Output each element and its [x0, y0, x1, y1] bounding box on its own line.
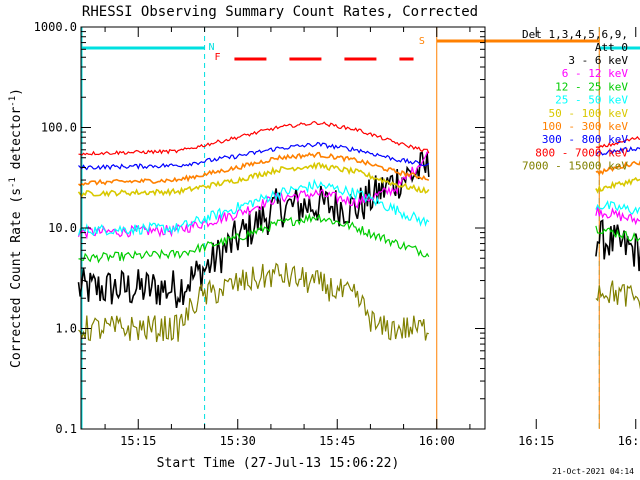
legend-entry: 3 - 6 keV: [568, 54, 628, 67]
tick-layer: [81, 26, 637, 430]
x-tick-label: 16:15: [518, 434, 554, 448]
legend-entry: 7000 - 15000 keV: [522, 160, 628, 173]
y-tick-label: 1000.0: [34, 20, 77, 34]
y-axis-label-superscript: -1: [8, 177, 18, 188]
legend-entry: 800 - 7000 keV: [535, 146, 628, 159]
legend-entry: 50 - 100 keV: [549, 107, 629, 120]
y-axis-label-part: ): [9, 88, 24, 96]
series-line-6: [78, 151, 430, 187]
series-line-7: [595, 146, 640, 157]
x-axis-label: Start Time (27-Jul-13 15:06:22): [157, 456, 400, 471]
series-line-8: [595, 135, 640, 149]
series-line-9: [595, 280, 640, 310]
y-tick-label: 100.0: [41, 121, 77, 135]
x-tick-label: 16:30: [618, 434, 640, 448]
x-tick-label: 15:30: [220, 434, 256, 448]
y-tick-label: 0.1: [55, 422, 77, 436]
series-line-3: [595, 225, 640, 242]
saa-flag-letter: S: [419, 36, 425, 47]
legend-entry: 12 - 25 keV: [555, 80, 628, 93]
plot-area: NF S: [77, 26, 640, 430]
series-line-4: [595, 199, 640, 215]
y-tick-label: 1.0: [55, 322, 77, 336]
series-line-6: [595, 159, 640, 176]
series-layer: [77, 120, 640, 343]
series-line-4: [77, 178, 430, 236]
series-line-2: [595, 206, 640, 226]
legend-entry: 100 - 300 keV: [542, 120, 628, 133]
legend-entry: 6 - 12 keV: [562, 67, 629, 80]
y-tick-labels: 0.1 1.0 10.0 100.0 1000.0: [34, 20, 77, 436]
flare-flag-letter: F: [215, 52, 221, 63]
marker-layer: NF S: [209, 36, 425, 63]
x-tick-label: 15:45: [319, 434, 355, 448]
x-tick-label: 15:15: [120, 434, 156, 448]
series-line-3: [78, 212, 430, 264]
legend-header-line: Det 1,3,4,5,6,9,: [522, 28, 628, 41]
legend-entry: 25 - 50 keV: [555, 94, 628, 107]
legend-header-line: Att 0: [595, 41, 628, 54]
timestamp: 21-Oct-2021 04:14: [552, 467, 634, 476]
y-tick-label: 10.0: [48, 221, 77, 235]
series-line-5: [77, 161, 430, 198]
night-flag-letter: N: [209, 42, 215, 53]
series-line-9: [78, 262, 429, 343]
y-axis-label-part: Corrected Count Rate (s: [9, 188, 24, 368]
series-line-7: [78, 141, 430, 171]
legend-entry: 300 - 800 keV: [542, 133, 628, 146]
chart-title: RHESSI Observing Summary Count Rates, Co…: [82, 4, 478, 20]
y-axis-label-superscript: -1: [8, 96, 18, 107]
series-line-5: [595, 176, 640, 194]
y-axis-label: Corrected Count Rate (s-1 detector-1): [8, 88, 24, 368]
x-tick-label: 16:00: [419, 434, 455, 448]
flag-layer: [81, 27, 640, 429]
y-axis-label-part: detector: [9, 107, 24, 178]
series-line-8: [78, 120, 430, 156]
